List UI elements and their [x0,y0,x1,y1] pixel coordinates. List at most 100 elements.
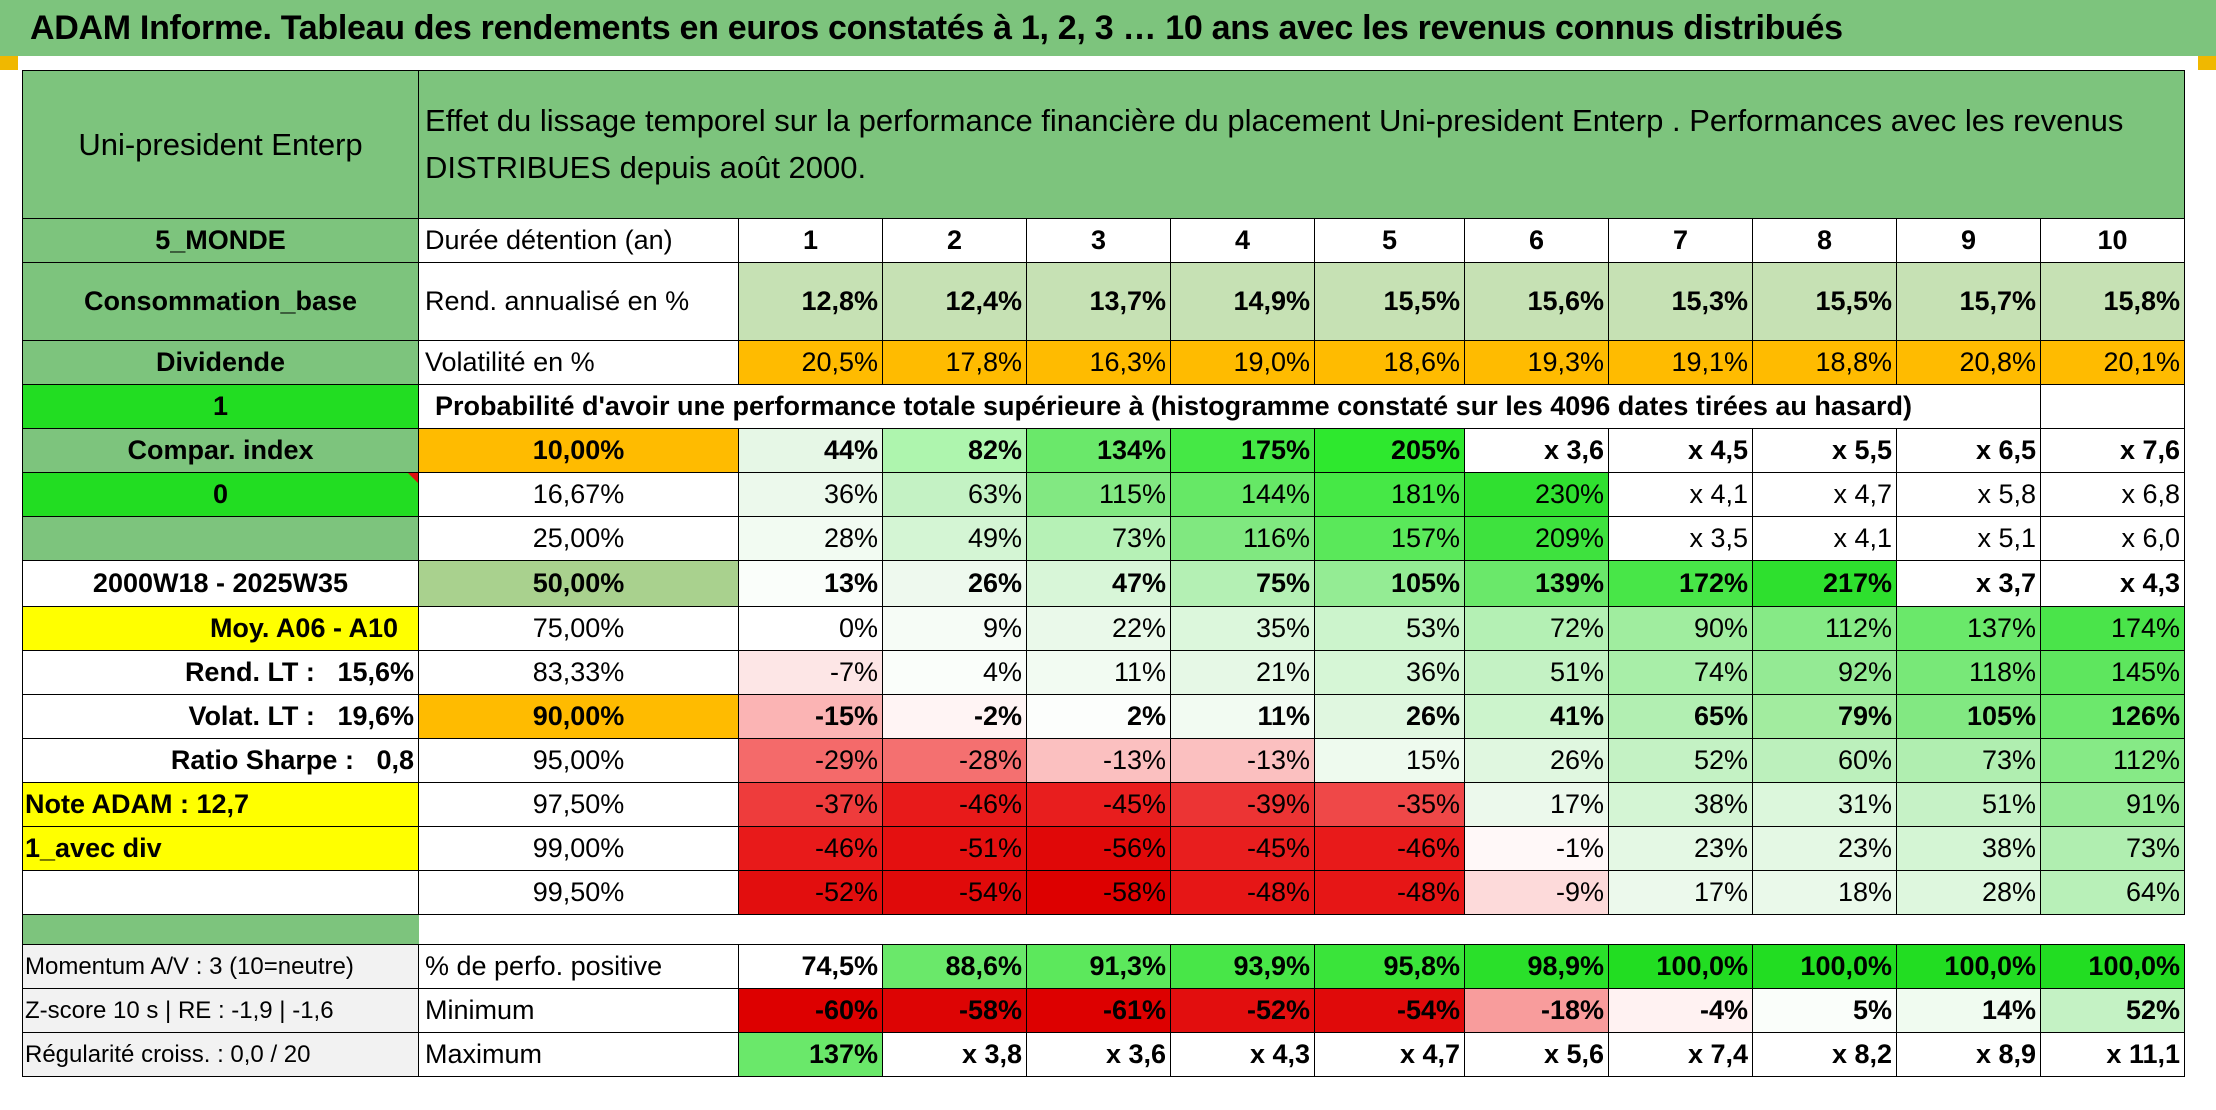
prob-value: 139% [1464,560,1609,607]
prob-value: 118% [1896,650,2041,695]
asset-name: Uni-president Enterp [78,127,363,162]
zscore-label: Z-score 10 s | RE : -1,9 | -1,6 [22,988,419,1033]
corner-marker [0,56,18,70]
prob-value: 38% [1896,826,2041,871]
threshold-pct: 99,50% [418,870,739,915]
flag-zero-cell: 0 [22,472,419,517]
rend-lt-cell: Rend. LT : 15,6% [22,650,419,695]
prob-value: 53% [1314,606,1465,651]
minimum-value: 5% [1752,988,1897,1033]
year-header: 6 [1464,218,1609,263]
minimum-value: -4% [1608,988,1753,1033]
maximum-value: x 7,4 [1608,1032,1753,1077]
prob-value: x 6,5 [1896,428,2041,473]
prob-value: 38% [1608,782,1753,827]
prob-value: 23% [1752,826,1897,871]
prob-value: 91% [2040,782,2185,827]
prob-value: 35% [1170,606,1315,651]
threshold-pct: 16,67% [418,472,739,517]
maximum-value: x 8,2 [1752,1032,1897,1077]
prob-value: 21% [1170,650,1315,695]
prob-value: 64% [2040,870,2185,915]
prob-value: 26% [882,560,1027,607]
prob-value: -58% [1026,870,1171,915]
prob-value: -2% [882,694,1027,739]
positive-value: 95,8% [1314,944,1465,989]
prob-value: 52% [1608,738,1753,783]
threshold-pct: 95,00% [418,738,739,783]
prob-value: 36% [1314,650,1465,695]
blank-green-cell [22,516,419,561]
positive-value: 100,0% [2040,944,2185,989]
rend-value: 12,8% [738,262,883,341]
minimum-value: -18% [1464,988,1609,1033]
rend-value: 15,7% [1896,262,2041,341]
spacer-cell [418,914,2185,945]
title-spacer [22,56,2194,70]
prob-value: 181% [1314,472,1465,517]
maximum-value: x 11,1 [2040,1032,2185,1077]
prob-value: -46% [882,782,1027,827]
rend-value: 15,6% [1464,262,1609,341]
prob-value: -45% [1026,782,1171,827]
report-title: ADAM Informe. Tableau des rendements en … [30,9,1843,47]
prob-value: 112% [1752,606,1897,651]
prob-value: 31% [1752,782,1897,827]
threshold-pct: 99,00% [418,826,739,871]
sharpe-label: Ratio Sharpe : [170,745,354,775]
prob-value: -37% [738,782,883,827]
prob-value: 209% [1464,516,1609,561]
prob-value: -56% [1026,826,1171,871]
year-header: 3 [1026,218,1171,263]
maximum-value: x 8,9 [1896,1032,2041,1077]
volat-lt-value: 19,6% [337,701,414,731]
prob-value: x 4,5 [1608,428,1753,473]
vol-value: 20,5% [738,340,883,385]
prob-value: x 4,1 [1752,516,1897,561]
prob-value: 145% [2040,650,2185,695]
minimum-value: 52% [2040,988,2185,1033]
prob-value: 65% [1608,694,1753,739]
year-header: 5 [1314,218,1465,263]
prob-value: x 4,1 [1608,472,1753,517]
prob-value: 26% [1464,738,1609,783]
prob-value: -39% [1170,782,1315,827]
prob-value: -9% [1464,870,1609,915]
prob-value: 205% [1314,428,1465,473]
momentum-label: Momentum A/V : 3 (10=neutre) [22,944,419,989]
prob-value: 13% [738,560,883,607]
volat-lt-label: Volat. LT : [188,701,315,731]
prob-value: 9% [882,606,1027,651]
year-header: 7 [1608,218,1753,263]
prob-value: x 4,7 [1752,472,1897,517]
threshold-pct: 90,00% [418,694,739,739]
vol-value: 16,3% [1026,340,1171,385]
year-header: 2 [882,218,1027,263]
positive-value: 98,9% [1464,944,1609,989]
maximum-label: Maximum [418,1032,739,1077]
rend-value: 13,7% [1026,262,1171,341]
prob-value: x 3,7 [1896,560,2041,607]
prob-value: 60% [1752,738,1897,783]
prob-value: 51% [1896,782,2041,827]
rend-value: 12,4% [882,262,1027,341]
prob-value: 72% [1464,606,1609,651]
rend-lt-label: Rend. LT : [184,657,315,687]
prob-value: 73% [1896,738,2041,783]
prob-value: -13% [1170,738,1315,783]
vol-value: 19,1% [1608,340,1753,385]
maximum-value: 137% [738,1032,883,1077]
prob-value: x 3,6 [1464,428,1609,473]
prob-value: 116% [1170,516,1315,561]
description-line1: Effet du lissage temporel sur la perform… [425,103,2124,138]
prob-value: -46% [1314,826,1465,871]
prob-value: 105% [1314,560,1465,607]
region-label: 5_MONDE [22,218,419,263]
threshold-pct: 25,00% [418,516,739,561]
prob-value: 15% [1314,738,1465,783]
prob-value: 17% [1464,782,1609,827]
prob-value: 217% [1752,560,1897,607]
prob-value: x 7,6 [2040,428,2185,473]
vol-value: 20,1% [2040,340,2185,385]
positive-label: % de perfo. positive [418,944,739,989]
